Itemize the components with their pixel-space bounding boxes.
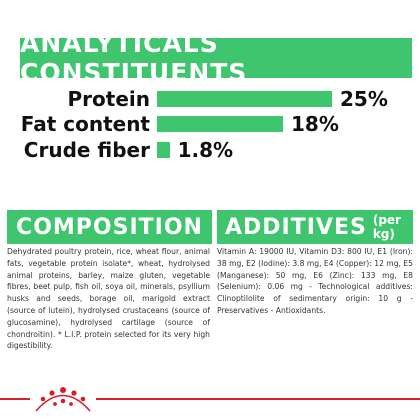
analytics-title-banner: ANALYTICALS CONSTITUENTS bbox=[20, 29, 412, 87]
composition-title: COMPOSITION bbox=[16, 214, 203, 240]
row-value: 18% bbox=[291, 112, 339, 136]
additives-title: ADDITIVES bbox=[225, 214, 367, 240]
royal-canin-crown-icon bbox=[35, 387, 91, 412]
bar-track bbox=[157, 91, 337, 107]
bar-track bbox=[157, 142, 337, 158]
row-value: 1.8% bbox=[177, 138, 234, 162]
fat-content-bar bbox=[157, 116, 283, 132]
protein-bar bbox=[157, 91, 332, 107]
bar-track bbox=[157, 116, 337, 132]
analytics-row-fat-content: Fat content 18% bbox=[0, 111, 420, 137]
composition-title-banner: COMPOSITION bbox=[7, 210, 212, 244]
footer-line-left bbox=[0, 398, 30, 400]
additives-text: Vitamin A: 19000 IU, Vitamin D3: 800 IU,… bbox=[217, 247, 413, 315]
additives-title-suffix: (per kg) bbox=[372, 213, 401, 241]
row-label: Fat content bbox=[20, 112, 150, 136]
row-value: 25% bbox=[340, 87, 388, 111]
row-label: Crude fiber bbox=[23, 138, 150, 162]
additives-title-banner: ADDITIVES (per kg) bbox=[217, 210, 413, 244]
analytics-row-protein: Protein 25% bbox=[0, 86, 420, 112]
crude-fiber-bar bbox=[157, 142, 170, 158]
footer-line-right bbox=[96, 398, 420, 400]
composition-text: Dehydrated poultry protein, rice, wheat … bbox=[7, 247, 210, 351]
analytics-title: ANALYTICALS CONSTITUENTS bbox=[20, 29, 248, 87]
row-label: Protein bbox=[67, 87, 150, 111]
analytics-row-crude-fiber: Crude fiber 1.8% bbox=[0, 137, 420, 163]
